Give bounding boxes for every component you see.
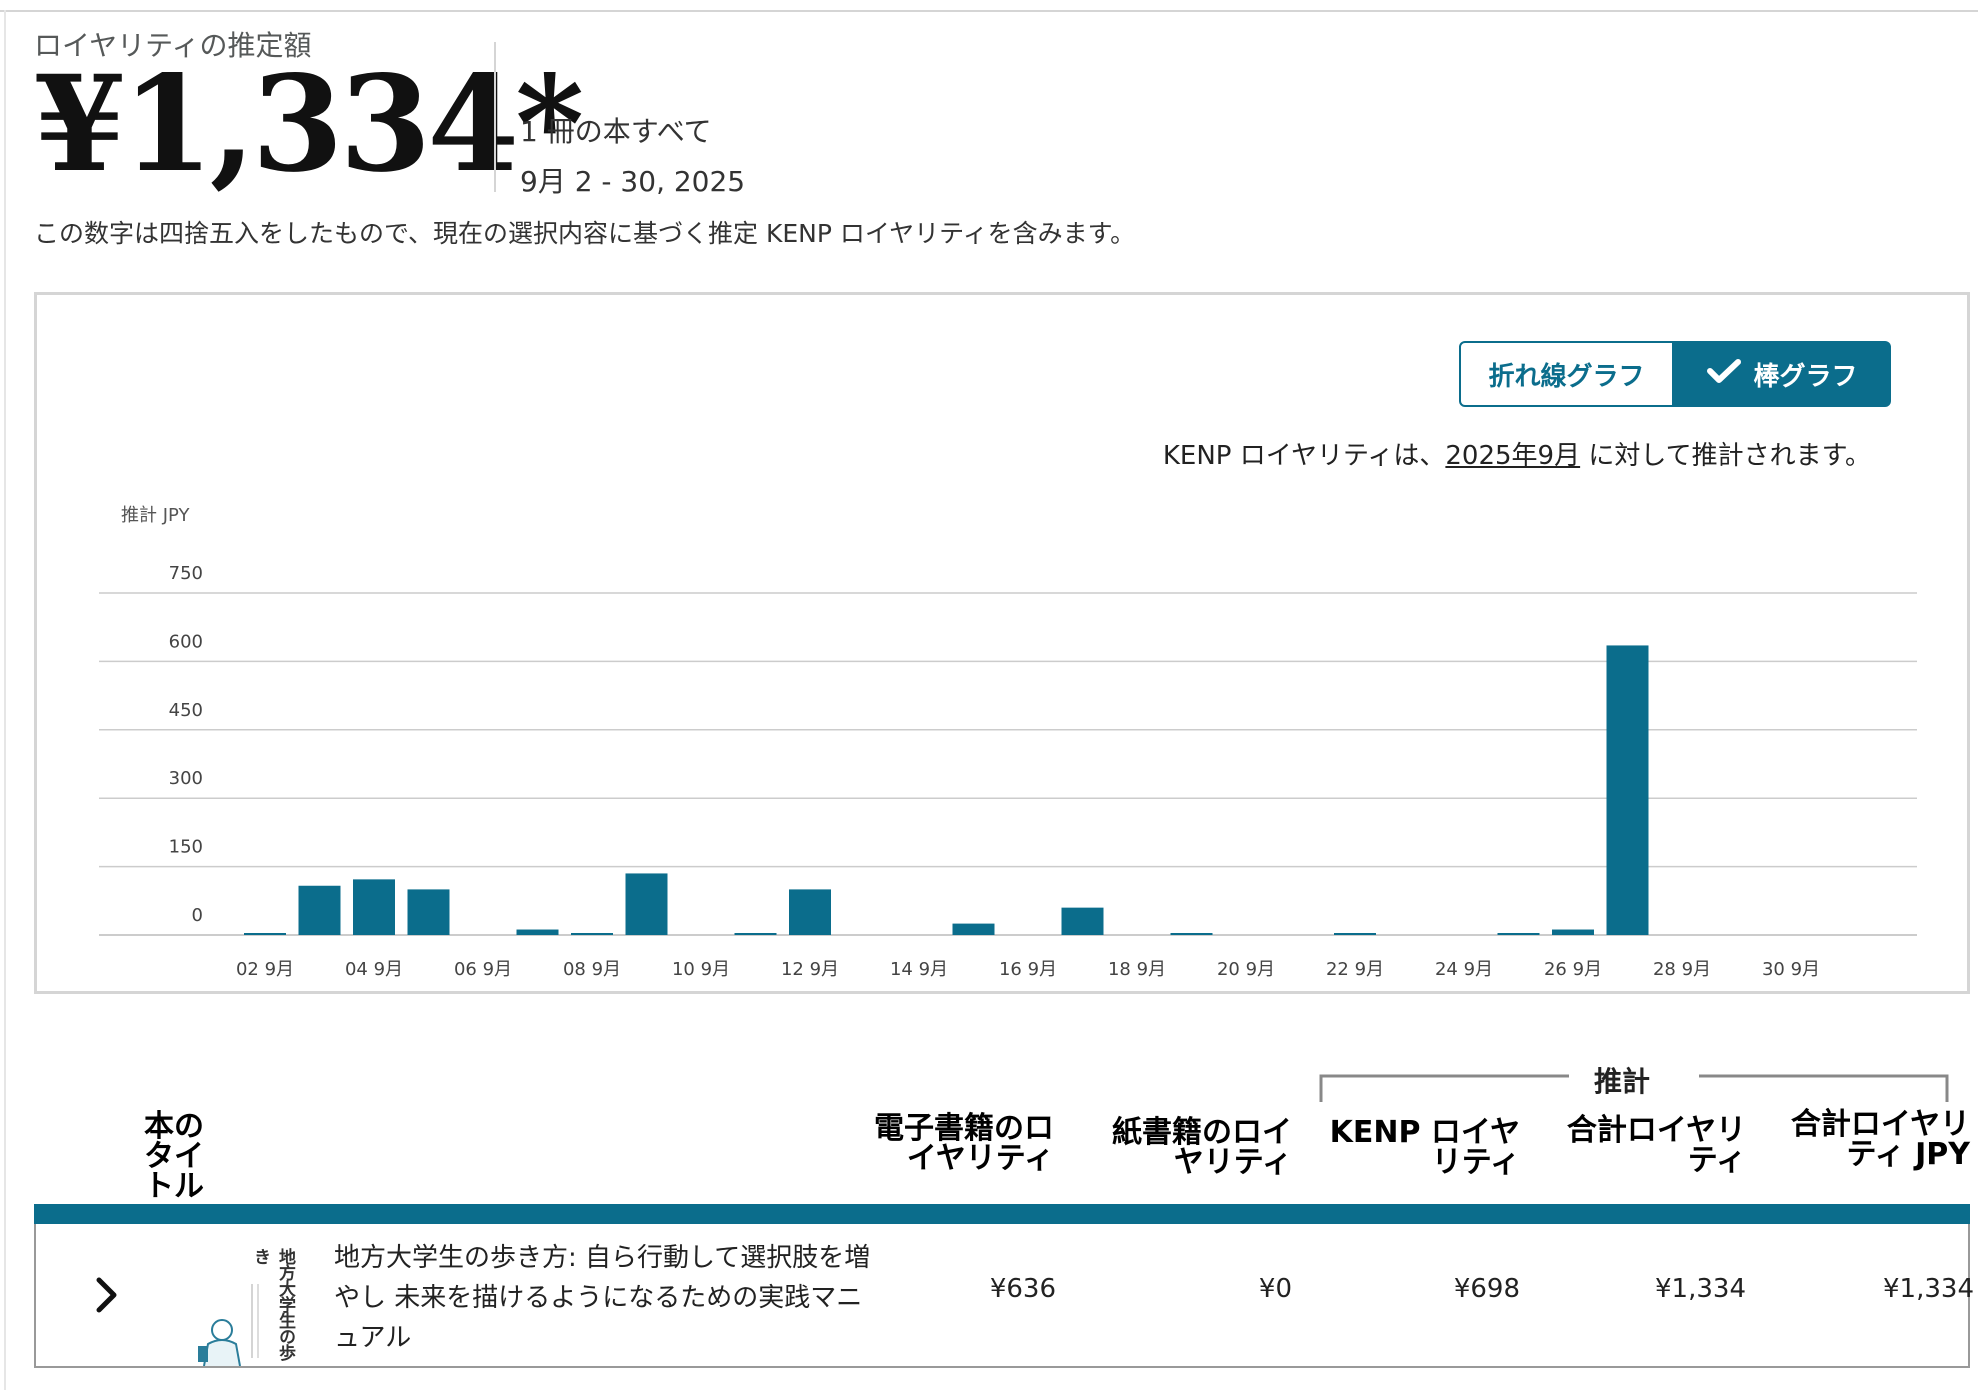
bar [1170,933,1213,935]
line-chart-button[interactable]: 折れ線グラフ [1459,341,1674,407]
kenp-notice-suffix: に対して推計されます。 [1580,441,1871,471]
date-range: 9月 2 - 30, 2025 [520,165,746,198]
y-tick-label: 150 [169,837,203,858]
x-tick-label: 20 9月 [1217,959,1275,980]
book-cover: 地方大学生の歩き [182,1248,302,1366]
bar [516,929,559,935]
kenp-notice: KENP ロイヤリティは、2025年9月 に対して推計されます。 [1163,435,1871,472]
cover-title: 地方大学生の歩き [250,1248,295,1360]
y-tick-label: 450 [169,700,203,721]
x-tick-label: 30 9月 [1762,959,1820,980]
bar-chart-label: 棒グラフ [1753,361,1858,392]
header-paper-royalty: 紙書籍のロイヤリティ [1112,1115,1292,1180]
table-header: 推計 本のタイトル 電子書籍のロイヤリティ 紙書籍のロイヤリティ KENP ロイ… [34,1050,1970,1204]
chart-card: 折れ線グラフ 棒グラフ KENP ロイヤリティは、2025年9月 に対して推計さ… [34,292,1970,994]
cell-total-royalty: ¥1,334 [1655,1274,1746,1304]
table-row[interactable]: 地方大学生の歩き 地方大学生の歩き方: 自ら行動して選択肢を増やし 未来を描ける… [34,1224,1974,1368]
summary-divider [494,42,496,192]
cell-total-royalty-jpy: ¥1,334 [1883,1274,1974,1304]
x-tick-label: 12 9月 [781,959,839,980]
x-tick-label: 28 9月 [1653,959,1711,980]
y-tick-label: 750 [169,563,203,584]
x-tick-label: 06 9月 [454,959,512,980]
cover-illustration [198,1284,259,1366]
top-divider [0,10,1978,12]
y-axis-label: 推計 JPY [121,505,190,526]
bar [407,889,450,935]
header-total-royalty-jpy: 合計ロイヤリティ JPY [1790,1107,1970,1172]
chart-type-toggle: 折れ線グラフ 棒グラフ [1459,341,1891,407]
book-title-link[interactable]: 地方大学生の歩き方: 自ら行動して選択肢を増やし 未来を描けるようになるための実… [334,1243,871,1353]
bar [734,933,777,935]
y-tick-label: 300 [169,768,203,789]
bar [1552,929,1594,935]
cell-paper-royalty: ¥0 [1258,1274,1292,1304]
table-header-band [34,1204,1970,1224]
estimate-group-label: 推計 [1594,1065,1651,1098]
royalty-summary-label: ロイヤリティの推定額 [34,29,312,62]
header-ebook-royalty: 電子書籍のロイヤリティ [874,1111,1054,1176]
bar [1334,933,1376,935]
kenp-month-link[interactable]: 2025年9月 [1445,441,1581,471]
checkmark-icon [1707,358,1742,391]
header-kenp-royalty: KENP ロイヤリティ [1329,1115,1520,1180]
estimate-bracket [1319,1074,1949,1102]
y-tick-label: 0 [192,905,203,926]
bar [1606,645,1649,935]
bar [789,889,831,935]
bar-chart: 推計 JPY 0 150 300 450 600 750 02 9月 04 9月 06 9月 08 … [99,505,1917,980]
x-tick-label: 22 9月 [1326,959,1384,980]
y-tick-label: 600 [169,631,203,652]
cell-ebook-royalty: ¥636 [989,1274,1056,1304]
header-book-title: 本のタイトル [144,1109,204,1204]
x-tick-label: 08 9月 [563,959,621,980]
rounding-note: この数字は四捨五入をしたもので、現在の選択内容に基づく推定 KENP ロイヤリテ… [34,219,1136,248]
bar [298,885,341,935]
x-tick-label: 24 9月 [1435,959,1493,980]
x-tick-label: 18 9月 [1108,959,1166,980]
chevron-right-icon[interactable] [94,1276,120,1318]
cell-kenp-royalty: ¥698 [1453,1274,1520,1304]
line-chart-label: 折れ線グラフ [1488,361,1645,392]
bar-chart-button[interactable]: 棒グラフ [1674,341,1891,407]
bar [1061,907,1104,935]
kenp-notice-prefix: KENP ロイヤリティは、 [1162,441,1446,471]
bar [244,933,286,935]
bar [353,879,395,935]
x-tick-label: 16 9月 [999,959,1057,980]
book-scope: 1 冊の本すべて [520,115,712,148]
header-total-royalty: 合計ロイヤリティ [1566,1113,1746,1178]
royalty-amount: ¥1,334* [34,47,584,202]
x-tick-label: 26 9月 [1544,959,1602,980]
bar [571,933,613,935]
x-tick-label: 04 9月 [345,959,403,980]
bar [1497,933,1540,935]
left-border [4,10,6,1390]
x-tick-label: 02 9月 [236,959,294,980]
x-tick-label: 14 9月 [890,959,948,980]
x-tick-label: 10 9月 [672,959,730,980]
bar [952,923,995,935]
bar [625,873,668,935]
